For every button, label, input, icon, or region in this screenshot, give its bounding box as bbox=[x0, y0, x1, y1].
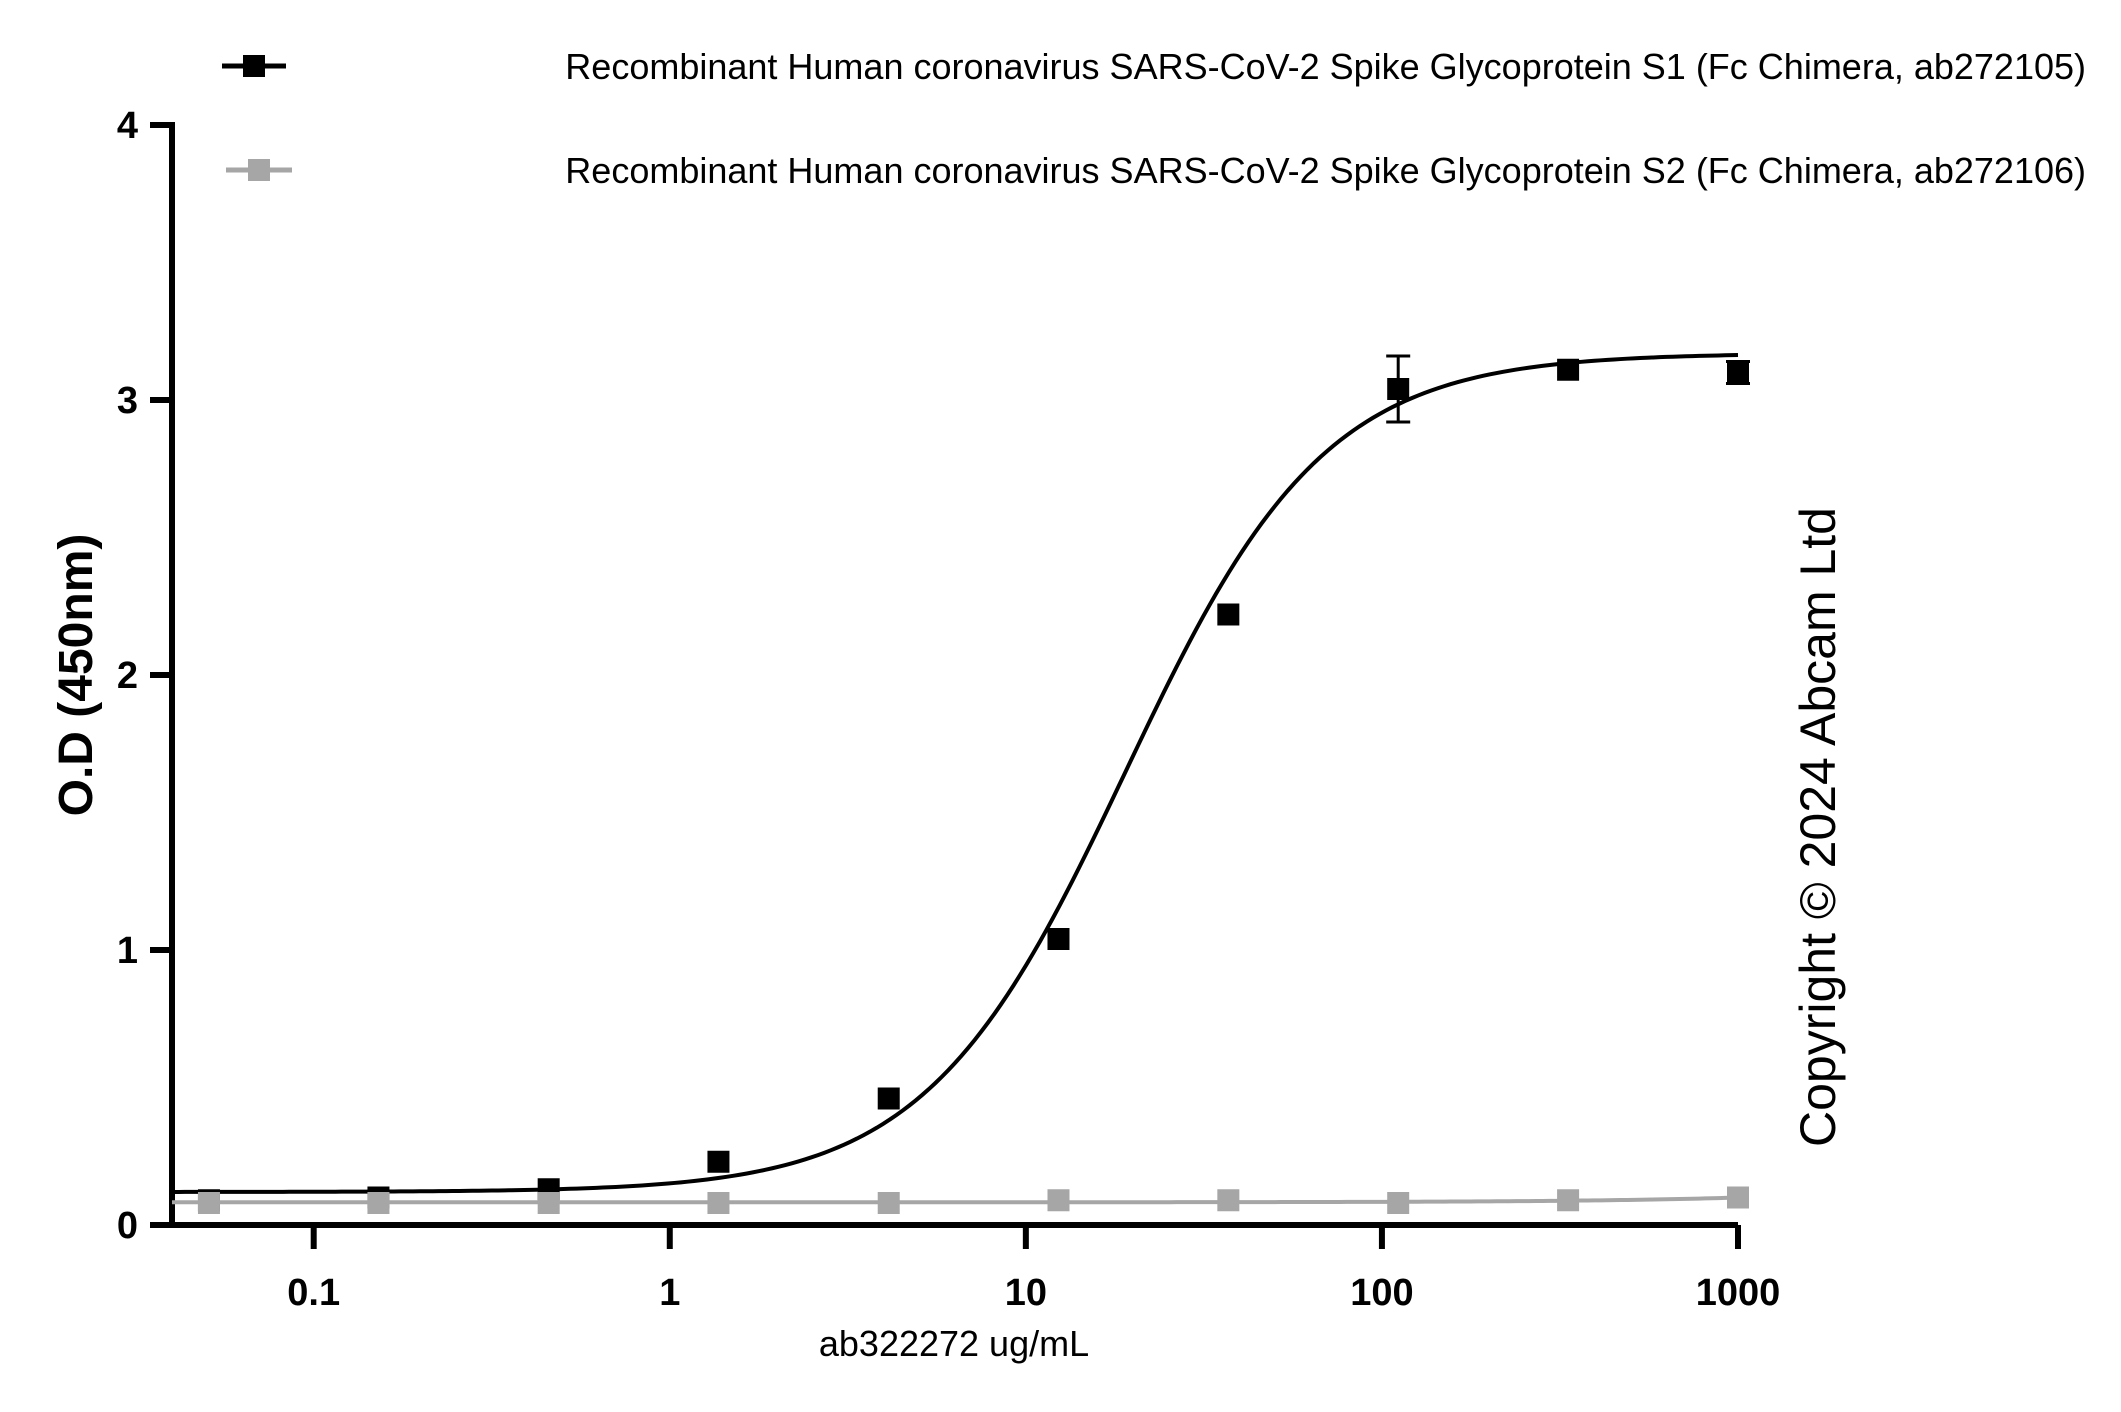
data-point bbox=[877, 1087, 900, 1110]
plot-series bbox=[172, 353, 1750, 1214]
data-point bbox=[197, 1192, 220, 1214]
data-point bbox=[1557, 358, 1580, 381]
data-point bbox=[1727, 1186, 1749, 1209]
data-point bbox=[1047, 928, 1070, 950]
legend: Recombinant Human coronavirus SARS-CoV-2… bbox=[222, 46, 2086, 191]
data-point bbox=[1217, 603, 1240, 626]
data-point bbox=[1047, 1189, 1070, 1212]
data-point bbox=[367, 1192, 390, 1214]
y-tick-label: 1 bbox=[117, 930, 138, 972]
legend-marker bbox=[248, 159, 270, 181]
legend-item-1: Recombinant Human coronavirus SARS-CoV-2… bbox=[222, 46, 2086, 87]
legend-item-2: Recombinant Human coronavirus SARS-CoV-2… bbox=[226, 150, 2086, 191]
data-point bbox=[1387, 378, 1410, 400]
y-tick-label: 4 bbox=[117, 105, 138, 147]
y-ticks: 0 1 2 3 4 bbox=[117, 105, 172, 1247]
x-tick-label: 0.1 bbox=[287, 1272, 340, 1314]
data-point bbox=[1727, 361, 1749, 384]
data-point bbox=[707, 1150, 730, 1173]
data-point bbox=[1217, 1189, 1240, 1212]
x-axis-title: ab322272 ug/mL bbox=[819, 1323, 1089, 1364]
x-tick-label: 1000 bbox=[1696, 1272, 1781, 1314]
legend-label: Recombinant Human coronavirus SARS-CoV-2… bbox=[565, 46, 2086, 87]
data-point bbox=[1557, 1189, 1580, 1212]
x-tick-label: 10 bbox=[1005, 1272, 1047, 1314]
data-point bbox=[537, 1192, 560, 1214]
y-tick-label: 3 bbox=[117, 380, 138, 422]
data-point bbox=[877, 1192, 900, 1214]
y-tick-label: 2 bbox=[117, 655, 138, 697]
series-1 bbox=[172, 353, 1750, 1212]
series-2-fit-curve bbox=[172, 1195, 1739, 1205]
series-1-fit-curve bbox=[172, 353, 1739, 1194]
data-point bbox=[707, 1192, 730, 1214]
legend-label: Recombinant Human coronavirus SARS-CoV-2… bbox=[565, 150, 2086, 191]
y-axis-title: O.D (450nm) bbox=[50, 534, 103, 817]
y-tick-label: 0 bbox=[117, 1205, 138, 1247]
axes: 0 1 2 3 4 0.1 1 10 100 1000 bbox=[117, 105, 1780, 1314]
data-point bbox=[1387, 1192, 1410, 1214]
x-tick-label: 100 bbox=[1350, 1272, 1413, 1314]
copyright-watermark: Copyright © 2024 Abcam Ltd bbox=[1790, 507, 1846, 1147]
x-tick-label: 1 bbox=[659, 1272, 680, 1314]
series-2 bbox=[172, 1186, 1749, 1214]
legend-marker bbox=[243, 55, 265, 77]
x-ticks: 0.1 1 10 100 1000 bbox=[287, 1225, 1780, 1314]
